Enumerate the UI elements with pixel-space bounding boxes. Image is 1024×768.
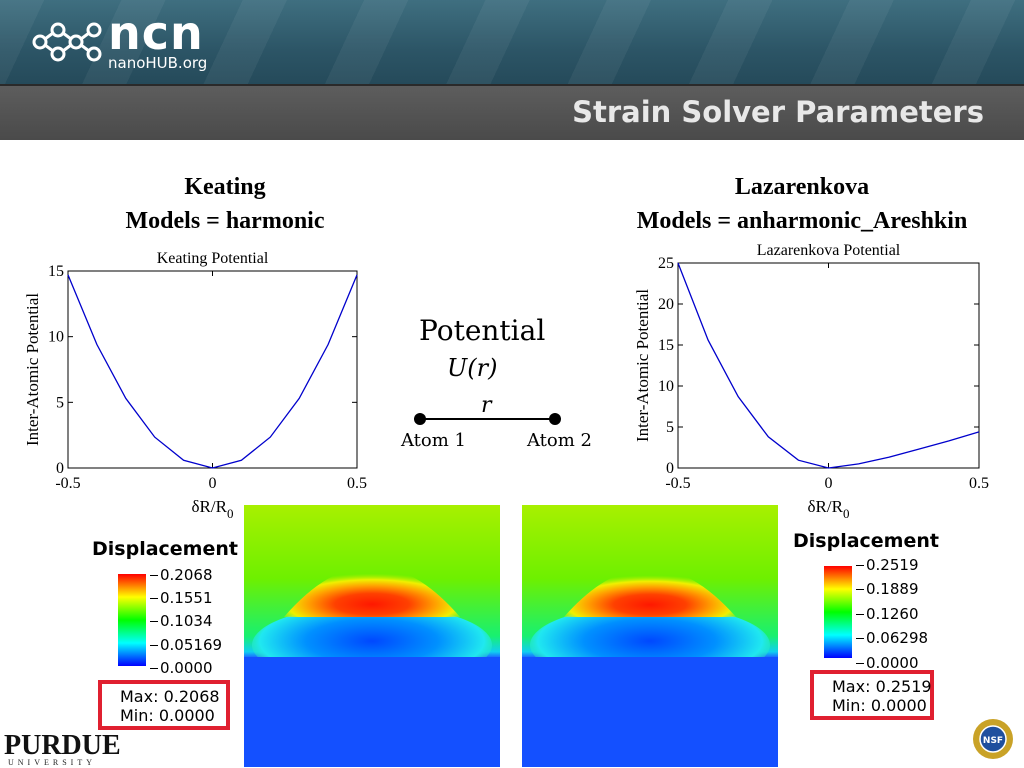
right-heading: Lazarenkova Models = anharmonic_Areshkin bbox=[590, 170, 1014, 238]
min-value: 0.0000 bbox=[158, 706, 215, 725]
colorbar-tick: 0.0000 bbox=[150, 659, 213, 677]
keating-displacement-svg bbox=[244, 505, 500, 767]
atom-1-dot bbox=[414, 413, 426, 425]
max-value: 0.2068 bbox=[163, 687, 220, 706]
min-label: Min: bbox=[120, 706, 154, 725]
potential-curve bbox=[677, 262, 980, 469]
purdue-university: UNIVERSITY bbox=[8, 758, 96, 767]
nanohub-logo-text: nanoHUB.org bbox=[108, 54, 208, 72]
bond-length-label: r bbox=[481, 393, 493, 418]
title-bar: Strain Solver Parameters bbox=[0, 84, 1024, 140]
min-value: 0.0000 bbox=[870, 696, 927, 715]
y-tick-label: 15 bbox=[48, 263, 64, 280]
potential-formula: U(r) bbox=[447, 354, 497, 382]
max-label: Max: bbox=[832, 677, 871, 696]
keating-colorbar-legend: Displacement 0.2068 0.1551 0.1034 0.0516… bbox=[88, 538, 248, 718]
left-heading-models: Models = harmonic bbox=[125, 208, 325, 234]
x-tick-label: 0.5 bbox=[347, 475, 367, 492]
colorbar-tick: 0.0000 bbox=[856, 654, 919, 672]
y-tick-label: 20 bbox=[658, 296, 674, 313]
x-tick-label: -0.5 bbox=[55, 475, 80, 492]
x-axis-label: δR/R0 bbox=[808, 497, 850, 521]
ncn-logo-text: ncn bbox=[108, 6, 204, 60]
y-tick-label: 10 bbox=[658, 378, 674, 395]
min-label: Min: bbox=[832, 696, 866, 715]
plot-frame bbox=[677, 262, 980, 469]
plot-frame bbox=[67, 270, 358, 469]
legend-title: Displacement bbox=[92, 538, 238, 560]
y-tick-label: 25 bbox=[658, 255, 674, 272]
potential-title: Potential bbox=[419, 314, 545, 347]
x-axis-label: δR/R0 bbox=[192, 497, 234, 521]
atom-2-label: Atom 2 bbox=[526, 430, 592, 451]
x-tick-label: 0 bbox=[209, 475, 217, 492]
left-heading: Keating Models = harmonic bbox=[60, 170, 390, 238]
lazarenkova-colorbar-legend: Displacement 0.2519 0.1889 0.1260 0.0629… bbox=[790, 530, 960, 710]
keating-potential-plot: Keating Potential 0 5 10 15 -0.5 0 0.5 δR/R0 Inte… bbox=[0, 236, 390, 526]
right-heading-models: Models = anharmonic_Areshkin bbox=[636, 208, 968, 234]
y-tick-label: 5 bbox=[56, 394, 64, 411]
max-row: Max: 0.2068 bbox=[120, 687, 226, 706]
min-row: Min: 0.0000 bbox=[832, 696, 930, 715]
nsf-label: NSF bbox=[983, 736, 1003, 746]
keating-displacement-map bbox=[244, 505, 500, 767]
y-tick-label: 0 bbox=[56, 460, 64, 477]
colorbar-tick: 0.05169 bbox=[149, 636, 223, 654]
y-tick-label: 10 bbox=[48, 329, 64, 346]
purdue-logo-icon: PURDUE UNIVERSITY bbox=[0, 728, 121, 768]
header-banner: ncn nanoHUB.org bbox=[0, 0, 1024, 84]
chart-title: Lazarenkova Potential bbox=[757, 242, 901, 259]
lazarenkova-potential-plot: Lazarenkova Potential 0 5 10 15 20 25 -0.5 0 0.5 δ… bbox=[610, 230, 1024, 526]
lazarenkova-displacement-svg bbox=[522, 505, 778, 767]
colorbar bbox=[824, 566, 852, 658]
ncn-molecule-logo-icon bbox=[32, 22, 102, 62]
colorbar-tick: 0.1260 bbox=[856, 605, 919, 623]
y-tick-label: 0 bbox=[666, 460, 674, 477]
chart-title: Keating Potential bbox=[157, 250, 269, 267]
keating-max-min-box: Max: 0.2068 Min: 0.0000 bbox=[98, 680, 230, 730]
colorbar-tick: 0.1034 bbox=[150, 612, 213, 630]
max-label: Max: bbox=[120, 687, 159, 706]
max-value: 0.2519 bbox=[875, 677, 932, 696]
banner-texture bbox=[0, 0, 1024, 84]
colorbar-tick: 0.06298 bbox=[855, 629, 929, 647]
potential-diagram: Potential U(r) r Atom 1 Atom 2 bbox=[395, 300, 625, 470]
atom-1-label: Atom 1 bbox=[400, 430, 466, 451]
colorbar bbox=[118, 574, 146, 666]
max-row: Max: 0.2519 bbox=[832, 677, 932, 696]
y-tick-label: 5 bbox=[666, 419, 674, 436]
lazarenkova-displacement-map bbox=[522, 505, 778, 767]
y-axis-label: Inter-Atomic Potential bbox=[633, 289, 652, 442]
colorbar-tick: 0.1551 bbox=[150, 589, 213, 607]
purdue-name: PURDUE bbox=[4, 730, 121, 761]
x-tick-label: 0 bbox=[825, 475, 833, 492]
colorbar-tick: 0.2068 bbox=[150, 566, 213, 584]
potential-curve bbox=[67, 274, 358, 469]
left-heading-model-name: Keating bbox=[184, 174, 266, 200]
colorbar-tick: 0.1889 bbox=[856, 580, 919, 598]
atom-2-dot bbox=[549, 413, 561, 425]
min-row: Min: 0.0000 bbox=[120, 706, 226, 725]
slide-title: Strain Solver Parameters bbox=[572, 95, 984, 129]
lazarenkova-max-min-box: Max: 0.2519 Min: 0.0000 bbox=[810, 670, 934, 720]
y-axis-label: Inter-Atomic Potential bbox=[23, 293, 42, 446]
right-heading-model-name: Lazarenkova bbox=[734, 174, 870, 200]
x-tick-label: 0.5 bbox=[969, 475, 989, 492]
nsf-logo-icon: NSF bbox=[973, 719, 1013, 759]
y-tick-label: 15 bbox=[658, 337, 674, 354]
legend-title: Displacement bbox=[793, 530, 939, 552]
x-tick-label: -0.5 bbox=[665, 475, 690, 492]
colorbar-tick: 0.2519 bbox=[856, 556, 919, 574]
